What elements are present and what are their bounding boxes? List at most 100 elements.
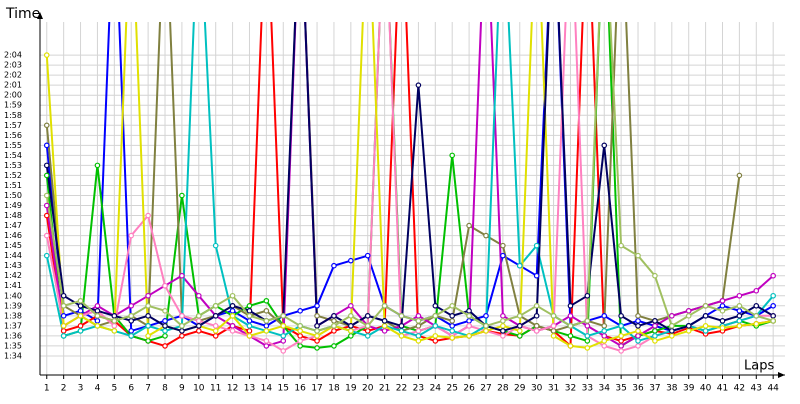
lap-point xyxy=(128,328,135,334)
y-tick-label: 1:34 xyxy=(4,351,22,360)
x-tick-label: 33 xyxy=(582,384,593,394)
y-tick-label: 1:54 xyxy=(4,151,22,160)
lap-point xyxy=(212,313,219,319)
x-tick-label: 1 xyxy=(44,384,50,394)
y-tick-label: 1:41 xyxy=(4,281,22,290)
x-tick-label: 40 xyxy=(700,384,712,394)
lap-point xyxy=(719,308,726,314)
lap-point xyxy=(263,318,270,324)
lap-point xyxy=(567,343,574,349)
lap-point xyxy=(736,313,743,319)
lap-point xyxy=(229,303,236,309)
lap-point xyxy=(635,343,641,349)
lap-point xyxy=(364,333,371,339)
lap-point xyxy=(500,333,506,339)
lap-point xyxy=(533,323,540,329)
lap-point xyxy=(145,323,151,329)
lap-point xyxy=(229,323,236,329)
lap-point xyxy=(652,318,658,324)
lap-point xyxy=(94,313,101,319)
lap-point xyxy=(314,328,320,334)
lap-point xyxy=(652,328,658,334)
lap-point xyxy=(60,333,67,339)
y-tick-label: 1:45 xyxy=(4,241,22,250)
lap-point xyxy=(60,292,67,299)
lap-point xyxy=(770,318,776,324)
lap-point xyxy=(685,313,692,319)
y-tick-label: 1:37 xyxy=(4,321,22,330)
x-tick-label: 9 xyxy=(179,384,185,394)
lap-point xyxy=(331,343,337,349)
lap-point xyxy=(652,323,658,329)
x-tick-label: 25 xyxy=(446,384,457,394)
x-tick-label: 3 xyxy=(78,384,84,394)
y-tick-label: 1:47 xyxy=(4,221,22,230)
y-tick-label: 1:36 xyxy=(4,331,22,340)
lap-point xyxy=(348,328,354,334)
x-tick-label: 12 xyxy=(227,384,238,394)
lap-point xyxy=(263,343,270,349)
lap-point xyxy=(229,292,236,299)
x-tick-label: 8 xyxy=(162,384,168,394)
lap-point xyxy=(77,303,84,309)
lap-point xyxy=(685,328,692,334)
plot-area xyxy=(43,22,776,354)
lap-point xyxy=(516,313,523,319)
lap-point xyxy=(466,308,472,314)
lap-point xyxy=(162,318,168,324)
lap-point xyxy=(533,272,540,279)
lap-point xyxy=(179,313,185,319)
lap-point xyxy=(398,328,405,334)
lap-point xyxy=(601,328,608,334)
x-tick-label: 13 xyxy=(244,384,255,394)
lap-point xyxy=(567,313,574,319)
lap-point xyxy=(432,303,439,309)
lap-point xyxy=(669,313,675,319)
lap-point xyxy=(550,333,557,339)
lap-point xyxy=(94,162,101,169)
lap-point xyxy=(567,333,574,339)
lap-point xyxy=(162,333,168,339)
lap-point xyxy=(483,323,489,329)
lap-point xyxy=(635,252,641,259)
lap-point xyxy=(398,333,405,339)
lap-point xyxy=(77,323,84,329)
lap-point xyxy=(128,303,135,309)
lap-point xyxy=(280,338,287,344)
lap-point xyxy=(331,262,337,269)
lap-point xyxy=(212,303,219,309)
lap-point xyxy=(162,282,168,289)
lap-point xyxy=(60,323,67,329)
lap-point xyxy=(348,313,354,319)
lap-point xyxy=(449,313,455,319)
lap-point xyxy=(719,303,726,309)
lap-point xyxy=(584,345,591,351)
lap-point xyxy=(111,328,118,334)
lap-point xyxy=(263,297,270,304)
lap-point xyxy=(516,333,523,339)
y-tick-label: 1:42 xyxy=(4,271,22,280)
lap-point xyxy=(297,343,303,349)
lap-point xyxy=(618,242,624,249)
lap-point xyxy=(314,313,320,319)
lap-point xyxy=(635,328,641,334)
lap-point xyxy=(618,343,624,349)
lap-point xyxy=(398,313,405,319)
y-tick-label: 1:57 xyxy=(4,121,22,130)
y-tick-label: 1:49 xyxy=(4,201,22,210)
lap-point xyxy=(415,313,422,319)
lap-point xyxy=(449,318,455,324)
lap-point xyxy=(736,323,743,329)
lap-point xyxy=(770,313,776,319)
lap-point xyxy=(449,303,455,309)
lap-point xyxy=(212,242,219,249)
lap-point xyxy=(601,313,608,319)
lap-point xyxy=(179,328,185,334)
lap-point xyxy=(246,313,253,319)
lap-point xyxy=(128,333,135,339)
y-axis-arrow xyxy=(37,12,43,19)
lap-point xyxy=(669,333,675,339)
lap-point xyxy=(500,313,506,319)
lap-point xyxy=(297,308,303,314)
lap-point xyxy=(736,308,743,314)
